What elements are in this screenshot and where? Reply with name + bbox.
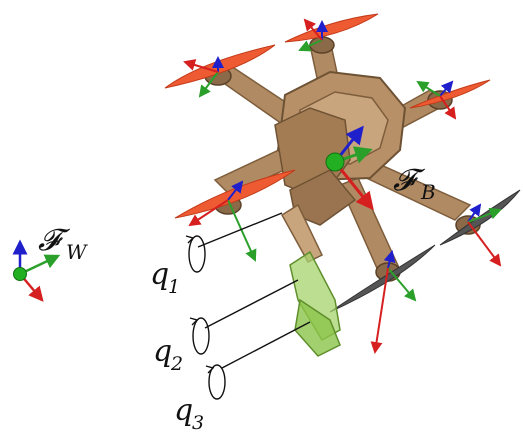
joint-2-indicator — [189, 279, 299, 355]
rotor-frames — [183, 18, 502, 354]
joint-1-label: q 1 — [150, 257, 180, 298]
world-frame-origin — [13, 267, 27, 281]
rotor-frame-2 — [298, 18, 328, 52]
joint-1-indicator — [185, 212, 283, 273]
body-frame-axes — [325, 125, 374, 211]
manipulator-arm — [280, 203, 341, 357]
joint-2-label: q 2 — [153, 334, 183, 375]
rotor-frame-1 — [183, 56, 224, 98]
rotor-frame-3 — [416, 80, 457, 120]
svg-text:3: 3 — [192, 412, 204, 434]
world-frame-axes — [12, 239, 61, 302]
drone-body — [203, 36, 481, 282]
svg-text:B: B — [420, 180, 436, 204]
svg-text:q: q — [150, 257, 169, 292]
body-frame-label: 𝓕 B — [393, 163, 436, 204]
svg-text:2: 2 — [170, 353, 183, 375]
joint-3-label: q 3 — [174, 393, 204, 434]
joint-indicators — [185, 212, 311, 400]
svg-text:1: 1 — [168, 276, 180, 298]
rotor-frame-6 — [370, 250, 417, 354]
joint-3-indicator — [205, 321, 311, 400]
body-frame-origin — [325, 152, 345, 172]
rotor-frame-5 — [467, 203, 502, 267]
svg-text:W: W — [66, 240, 88, 264]
world-frame-label: 𝓕 W — [38, 223, 88, 264]
svg-text:q: q — [153, 334, 172, 369]
svg-text:q: q — [174, 393, 193, 428]
